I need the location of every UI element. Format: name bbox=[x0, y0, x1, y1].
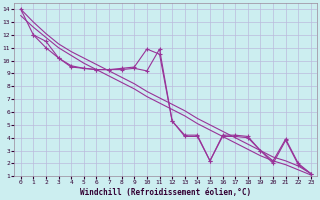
X-axis label: Windchill (Refroidissement éolien,°C): Windchill (Refroidissement éolien,°C) bbox=[80, 188, 252, 197]
